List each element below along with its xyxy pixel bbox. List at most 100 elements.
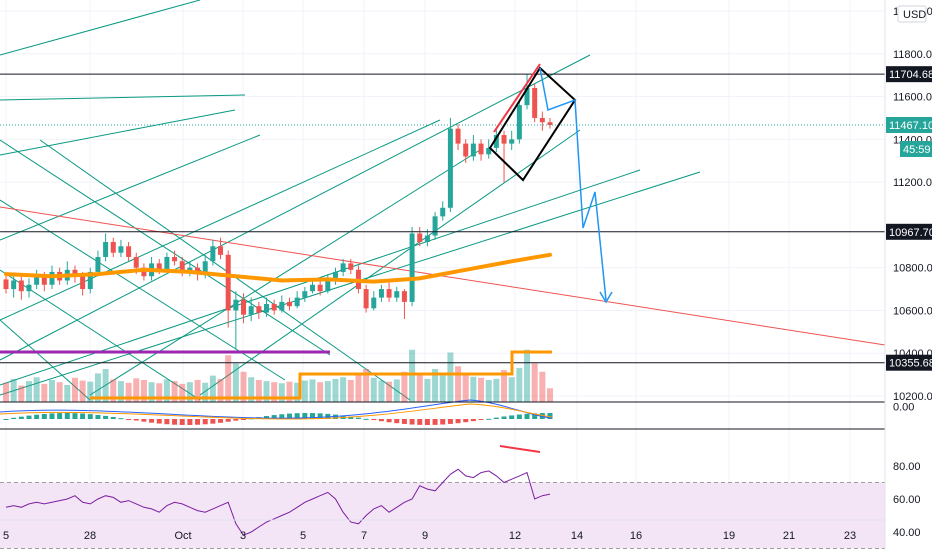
time-axis-label: 14 — [571, 530, 583, 542]
volume-bar — [102, 369, 109, 402]
rsi-axis-label: 80.00 — [893, 461, 921, 473]
volume-bar — [171, 381, 178, 402]
volume-bar — [455, 366, 462, 402]
macd-histogram-bar — [279, 414, 285, 419]
macd-histogram-bar — [110, 416, 116, 419]
candle-body — [202, 261, 208, 275]
volume-bar — [424, 378, 431, 402]
volume-bar — [347, 380, 354, 402]
macd-histogram-bar — [34, 414, 40, 419]
price-axis-label: 10600.00 — [893, 305, 932, 317]
pitchfork-line — [0, 269, 201, 401]
macd-histogram-bar — [218, 419, 224, 423]
macd-histogram-bar — [95, 414, 101, 419]
volume-bar — [140, 380, 147, 402]
volume-bar — [179, 383, 186, 402]
macd-histogram-bar — [126, 419, 132, 420]
grid-lines — [0, 0, 885, 520]
macd-histogram-bar — [271, 415, 277, 419]
time-axis-label: Oct — [174, 530, 191, 542]
volume-bar — [493, 378, 500, 402]
macd-histogram-bar — [179, 419, 185, 425]
macd-histogram-bar — [149, 419, 155, 423]
macd-histogram-bar — [401, 419, 407, 424]
macd-histogram-bar — [509, 415, 515, 419]
candle-body — [126, 246, 132, 257]
volume-bar — [447, 352, 454, 402]
macd-histogram-bar — [103, 415, 109, 419]
rsi-band — [0, 482, 885, 549]
macd-histogram-bar — [478, 419, 484, 420]
volume-bar — [10, 378, 17, 402]
macd-line — [0, 399, 553, 419]
candle-body — [493, 135, 499, 148]
macd-signal-line — [0, 403, 553, 420]
divergence-line-rsi — [499, 445, 541, 453]
macd-histogram-bar — [141, 419, 147, 422]
volume-bar — [33, 377, 40, 402]
pitchfork-line — [0, 119, 441, 321]
macd-histogram-bar — [286, 413, 292, 419]
macd-histogram-bar — [409, 419, 415, 425]
currency-label[interactable]: USD — [903, 9, 926, 21]
volume-bar — [539, 371, 546, 402]
price-tag-top-level-background — [886, 66, 932, 83]
macd-histogram-bar — [18, 416, 24, 419]
macd-histogram-bar — [317, 413, 323, 419]
candle-body — [95, 256, 101, 272]
candle-body — [80, 276, 86, 290]
chart-overlays[interactable] — [0, 63, 885, 400]
macd-histogram-bar — [532, 413, 538, 419]
volume-bar — [286, 381, 293, 402]
volume-bar — [401, 371, 408, 402]
candle-body — [409, 233, 415, 302]
price-axis-label: 11200.00 — [893, 177, 932, 189]
candle-body — [424, 235, 430, 242]
volume-bar — [156, 383, 163, 402]
candle-body — [156, 263, 162, 270]
candle-body — [103, 242, 109, 257]
pitchfork-drawing[interactable] — [0, 0, 886, 401]
volume-bar — [462, 374, 469, 402]
candle-body — [34, 276, 40, 285]
volume-bar — [87, 381, 94, 402]
macd-histogram-bar — [118, 418, 124, 420]
candle-body — [524, 88, 530, 106]
currency-button[interactable] — [897, 5, 927, 23]
macd-histogram-bar — [225, 419, 231, 422]
volume-bar — [547, 388, 553, 402]
time-axis[interactable]: 5 28 Oct 3 5 7 9 12 14 16 19 21 23 — [0, 519, 885, 542]
volume-bar — [508, 377, 515, 402]
macd-histogram-bar — [164, 419, 170, 425]
volume-bar — [209, 375, 216, 402]
volume-bar — [48, 380, 55, 402]
candle-body — [532, 88, 538, 118]
projection-arrowhead — [599, 291, 613, 304]
pitchfork-line — [0, 319, 91, 401]
candle-body — [233, 299, 239, 311]
volume-bar — [255, 380, 262, 402]
volume-bar — [317, 382, 324, 402]
candle-body — [87, 271, 93, 290]
pitchfork-line — [89, 149, 481, 396]
pitchfork-line — [0, 134, 261, 241]
price-axis[interactable]: 12000.0011800.0011600.0011400.0011200.00… — [884, 0, 932, 550]
volume-bar — [232, 363, 239, 402]
countdown-timer: 45:59 — [903, 144, 931, 156]
volume-bar — [64, 384, 71, 402]
projection-path[interactable] — [539, 67, 607, 301]
candle-body — [440, 207, 446, 217]
time-axis-label: 7 — [361, 530, 367, 542]
macd-histogram-bar — [455, 419, 461, 424]
macd-histogram-bar — [294, 413, 300, 419]
volume-bar — [439, 375, 446, 402]
candlestick-series[interactable] — [3, 74, 553, 349]
candle-body — [3, 279, 9, 290]
price-axis-label: 10800.00 — [893, 263, 932, 275]
volume-bar — [148, 382, 155, 402]
macd-histogram-bar — [432, 419, 438, 425]
price-tags: 11704.68 11467.10 45:59 10967.70 10355.68 — [886, 66, 932, 371]
pitchfork-line — [0, 199, 286, 381]
candle-body — [371, 297, 377, 309]
